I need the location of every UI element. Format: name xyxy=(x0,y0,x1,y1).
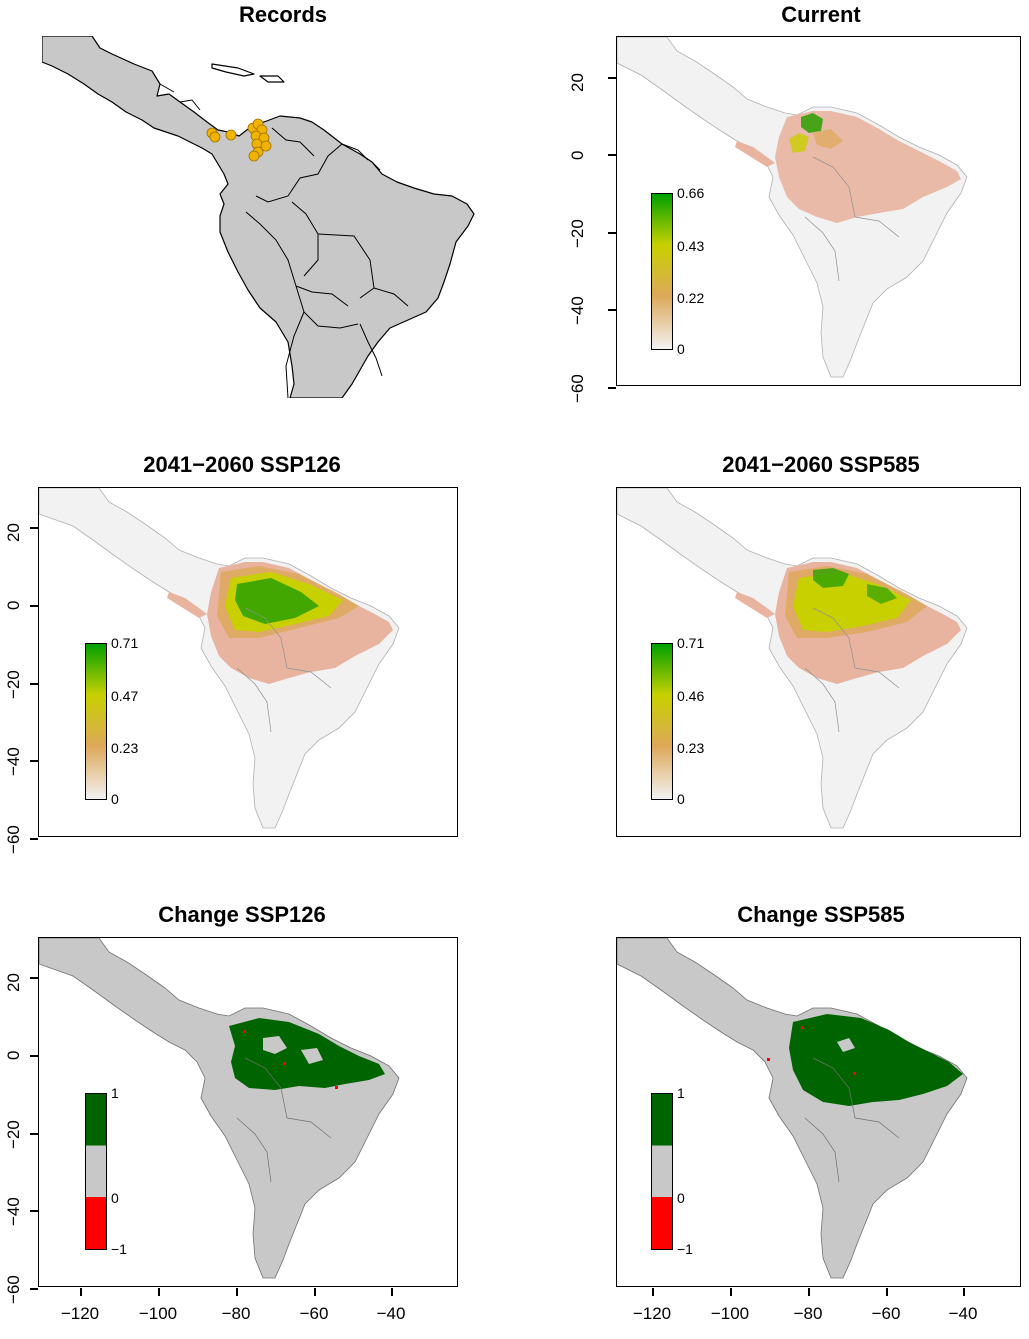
ssp585-map-frame: 0.71 0.46 0.23 0 xyxy=(616,487,1021,837)
x-tick-label: −120 xyxy=(60,1304,100,1323)
ssp126-title: 2041−2060 SSP126 xyxy=(143,452,341,477)
legend-label: −1 xyxy=(111,1241,127,1257)
x-tick-label: −60 xyxy=(871,1304,901,1323)
legend-label: 0 xyxy=(677,791,685,807)
y-tick-label: 0 xyxy=(568,150,587,160)
y-tick-label: −20 xyxy=(4,1120,23,1149)
legend-label: 0.23 xyxy=(111,740,139,756)
legend-label: 0 xyxy=(677,341,685,357)
record-point xyxy=(225,129,237,141)
legend-label: 0.71 xyxy=(677,635,705,651)
legend-label: 0.71 xyxy=(111,635,139,651)
x-tick-label: −80 xyxy=(221,1304,251,1323)
x-tick-label: −60 xyxy=(299,1304,329,1323)
current-title: Current xyxy=(781,2,861,27)
change585-map-frame: 1 0 −1 xyxy=(616,937,1021,1287)
ssp585-title: 2041−2060 SSP585 xyxy=(722,452,920,477)
y-tick-label: −40 xyxy=(568,296,587,325)
legend-label: −1 xyxy=(677,1241,693,1257)
legend-label: 0.46 xyxy=(677,688,705,704)
central-america-land xyxy=(42,36,475,398)
suitability-yellow xyxy=(789,133,809,153)
y-tick-label: 0 xyxy=(4,600,23,610)
y-tick-label: −20 xyxy=(568,219,587,248)
y-tick-label: 20 xyxy=(4,973,23,992)
legend-label: 0 xyxy=(111,1190,119,1206)
legend-label: 1 xyxy=(111,1085,119,1101)
y-tick-label: −20 xyxy=(4,670,23,699)
legend-label: 0 xyxy=(111,791,119,807)
current-legend-bar xyxy=(651,193,673,350)
change126-legend-bar xyxy=(85,1093,107,1250)
x-tick-label: −100 xyxy=(710,1304,750,1323)
suitability-green xyxy=(801,113,823,133)
y-tick-label: 0 xyxy=(4,1050,23,1060)
change126-map-frame: 1 0 −1 xyxy=(38,937,458,1287)
legend-label: 0.23 xyxy=(677,740,705,756)
legend-label: 1 xyxy=(677,1085,685,1101)
y-tick-label: −60 xyxy=(4,825,23,854)
suitability-orange xyxy=(813,129,843,149)
x-tick-label: −100 xyxy=(138,1304,178,1323)
x-tick-label: −120 xyxy=(632,1304,672,1323)
legend-label: 0.22 xyxy=(677,290,705,306)
x-tick-label: −80 xyxy=(793,1304,823,1323)
legend-label: 0.66 xyxy=(677,185,705,201)
y-tick-label: −40 xyxy=(4,747,23,776)
y-tick-label: 20 xyxy=(4,523,23,542)
record-point xyxy=(248,150,260,162)
ssp126-map-frame: 0.71 0.47 0.23 0 xyxy=(38,487,458,837)
x-tick-label: −40 xyxy=(376,1304,406,1323)
y-tick-label: −40 xyxy=(4,1197,23,1226)
current-map-frame: 0.66 0.43 0.22 0 xyxy=(616,36,1021,386)
y-tick-label: −60 xyxy=(568,374,587,403)
y-tick-label: −60 xyxy=(4,1275,23,1304)
ssp585-legend-bar xyxy=(651,643,673,800)
change585-title: Change SSP585 xyxy=(737,902,905,927)
change585-legend-bar xyxy=(651,1093,673,1250)
legend-label: 0 xyxy=(677,1190,685,1206)
x-tick-label: −40 xyxy=(948,1304,978,1323)
cuba-island xyxy=(211,63,255,77)
ssp126-legend-bar xyxy=(85,643,107,800)
central-america-strip xyxy=(735,141,775,167)
change126-title: Change SSP126 xyxy=(158,902,326,927)
records-title: Records xyxy=(238,2,328,27)
legend-label: 0.47 xyxy=(111,688,139,704)
record-point xyxy=(209,131,221,143)
record-point xyxy=(260,140,272,152)
y-tick-label: 20 xyxy=(568,73,587,92)
records-map xyxy=(42,36,482,398)
legend-label: 0.43 xyxy=(677,238,705,254)
hispaniola-island xyxy=(259,75,285,83)
